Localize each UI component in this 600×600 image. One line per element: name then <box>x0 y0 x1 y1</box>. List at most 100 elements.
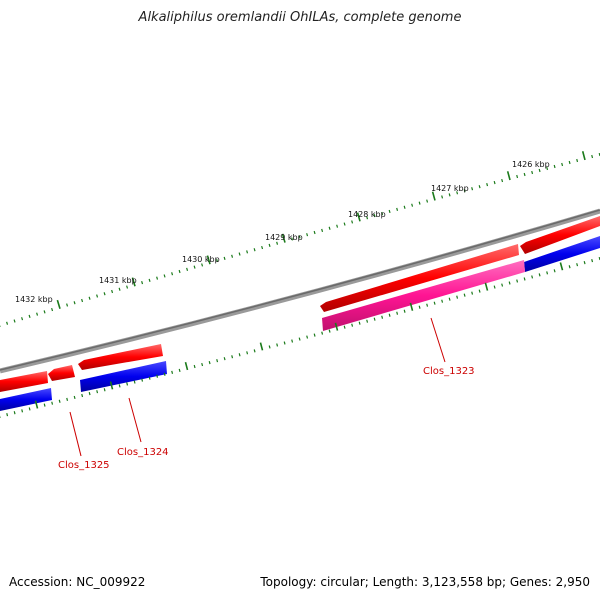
inner-minor-tick <box>493 285 496 289</box>
inner-minor-tick <box>433 301 436 305</box>
map-title: Alkaliphilus oremlandii OhILAs, complete… <box>138 10 462 25</box>
outer-minor-tick <box>328 226 331 230</box>
inner-minor-tick <box>73 395 76 400</box>
outer-major-tick <box>206 255 211 265</box>
cds-forward-3[interactable] <box>0 371 48 392</box>
inner-minor-tick <box>441 299 444 303</box>
inner-minor-tick <box>208 361 211 365</box>
outer-minor-tick <box>396 207 399 211</box>
outer-minor-tick <box>238 252 241 256</box>
outer-minor-tick <box>148 278 151 282</box>
outer-minor-tick <box>313 230 316 235</box>
outer-minor-tick <box>291 237 294 241</box>
outer-minor-tick <box>156 276 159 280</box>
outer-minor-tick <box>306 233 309 237</box>
outer-major-tick <box>131 277 136 287</box>
outer-minor-tick <box>388 209 391 214</box>
outer-minor-tick <box>478 185 481 189</box>
inner-minor-tick <box>13 411 16 415</box>
outer-minor-tick <box>268 243 271 247</box>
inner-minor-tick <box>193 364 196 369</box>
outer-minor-tick <box>28 314 31 319</box>
inner-minor-tick <box>276 343 279 347</box>
inner-minor-tick <box>81 393 84 398</box>
inner-minor-tick <box>478 289 481 293</box>
inner-minor-tick <box>268 345 271 349</box>
inner-minor-tick <box>328 329 331 333</box>
outer-minor-tick <box>418 201 421 205</box>
inner-minor-tick <box>238 353 241 357</box>
inner-minor-tick <box>201 362 204 367</box>
outer-minor-tick <box>463 189 466 193</box>
inner-minor-tick <box>291 339 294 343</box>
inner-minor-tick <box>298 337 301 341</box>
outer-minor-tick <box>96 294 99 298</box>
inner-minor-tick <box>553 269 556 273</box>
outer-minor-tick <box>178 269 181 274</box>
inner-minor-tick <box>313 333 316 337</box>
inner-minor-tick <box>321 331 324 335</box>
inner-minor-tick <box>118 384 121 388</box>
backbone-arc-edge <box>0 209 600 371</box>
genome-summary-text: Topology: circular; Length: 3,123,558 bp… <box>260 575 590 589</box>
inner-minor-tick <box>463 293 466 297</box>
cds-forward-clos-1325[interactable] <box>48 365 75 381</box>
inner-minor-tick <box>156 374 159 378</box>
inner-minor-tick <box>231 355 234 359</box>
outer-minor-tick <box>546 166 549 171</box>
leader-clos-1325 <box>69 411 82 457</box>
inner-minor-tick <box>396 311 399 315</box>
outer-minor-tick <box>126 285 129 289</box>
inner-minor-tick <box>171 370 174 374</box>
outer-major-tick <box>431 191 436 201</box>
inner-minor-tick <box>28 407 31 411</box>
outer-minor-tick <box>351 220 354 224</box>
inner-minor-tick <box>591 258 594 263</box>
outer-minor-tick <box>231 254 234 258</box>
outer-minor-tick <box>343 222 346 226</box>
leader-clos-1323 <box>430 317 446 363</box>
cds-forward-clos-1324[interactable] <box>78 344 163 370</box>
outer-major-tick <box>281 233 286 243</box>
inner-major-tick <box>409 302 414 311</box>
outer-minor-tick <box>36 312 39 316</box>
inner-minor-tick <box>531 275 534 279</box>
gene-label-clos-1323[interactable]: Clos_1323 <box>423 366 475 377</box>
inner-minor-tick <box>306 335 309 339</box>
outer-minor-tick <box>201 263 204 267</box>
inner-minor-tick <box>6 413 9 417</box>
inner-minor-tick <box>216 359 219 363</box>
gene-label-clos-1325[interactable]: Clos_1325 <box>58 460 110 471</box>
outer-minor-tick <box>336 224 339 228</box>
inner-minor-tick <box>373 317 376 321</box>
inner-minor-tick <box>426 303 429 307</box>
outer-minor-tick <box>426 199 429 203</box>
outer-minor-tick <box>141 280 144 285</box>
cds-reverse-clos-1324[interactable] <box>80 361 167 392</box>
cds-reverse-1[interactable] <box>524 236 600 272</box>
outer-minor-tick <box>553 164 556 169</box>
outer-ruler-label: 1426 kbp <box>512 160 550 169</box>
cds-forward-2[interactable] <box>320 244 519 312</box>
gene-label-clos-1324[interactable]: Clos_1324 <box>117 447 169 458</box>
outer-minor-tick <box>561 162 564 167</box>
inner-minor-tick <box>51 401 54 405</box>
inner-minor-tick <box>351 323 354 327</box>
outer-minor-tick <box>223 256 226 260</box>
inner-ruler <box>0 256 600 418</box>
inner-minor-tick <box>403 309 406 313</box>
outer-minor-tick <box>591 154 594 159</box>
outer-minor-tick <box>381 211 384 216</box>
inner-minor-tick <box>508 281 511 285</box>
outer-minor-tick <box>441 195 444 199</box>
outer-ruler-label: 1429 kbp <box>265 233 303 242</box>
outer-minor-tick <box>6 321 9 325</box>
cds-clos-1323[interactable] <box>322 260 525 331</box>
outer-ruler-label: 1432 kbp <box>15 295 53 304</box>
inner-minor-tick <box>133 380 136 384</box>
cds-forward-1[interactable] <box>520 216 600 254</box>
inner-minor-tick <box>381 315 384 319</box>
inner-minor-tick <box>576 263 579 267</box>
cds-reverse-2[interactable] <box>0 388 52 411</box>
outer-minor-tick <box>253 248 256 252</box>
